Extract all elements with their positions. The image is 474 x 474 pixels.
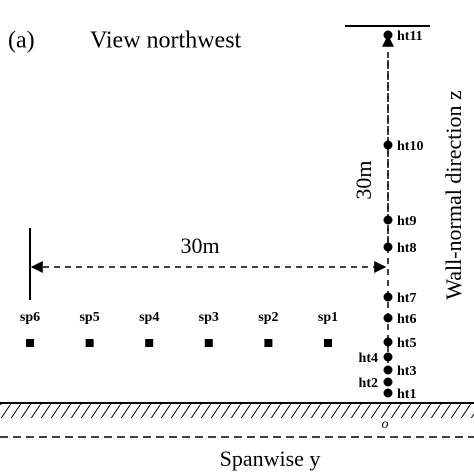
view-label: View northwest bbox=[90, 28, 242, 54]
height-label: ht9 bbox=[397, 214, 416, 229]
spanwise-point bbox=[85, 339, 94, 347]
height-point bbox=[383, 377, 393, 387]
height-label: ht4 bbox=[359, 351, 378, 366]
panel-label: (a) bbox=[8, 28, 35, 54]
height-point bbox=[383, 365, 393, 375]
points: ht1 ht2 ht3 ht4 ht5 ht6 ht7 ht8 ht9 ht10 ht11 sp1 sp… bbox=[20, 29, 424, 402]
height-point bbox=[383, 337, 393, 347]
horizontal-distance: 30m bbox=[180, 233, 219, 258]
height-point bbox=[383, 242, 393, 252]
height-label: ht5 bbox=[397, 336, 416, 351]
height-label: ht3 bbox=[397, 364, 416, 379]
spanwise-label: sp1 bbox=[318, 310, 338, 325]
height-label: ht10 bbox=[397, 139, 423, 154]
height-point bbox=[383, 313, 393, 323]
origin: o bbox=[382, 417, 389, 432]
z-axis-label: Wall-normal direction z bbox=[441, 90, 466, 300]
height-point bbox=[383, 140, 393, 150]
spanwise-label: sp2 bbox=[258, 310, 278, 325]
height-point bbox=[383, 215, 393, 225]
height-label: ht8 bbox=[397, 241, 416, 256]
height-point bbox=[383, 292, 393, 302]
height-label: ht11 bbox=[397, 29, 423, 44]
spanwise-point bbox=[324, 339, 332, 347]
height-label: ht7 bbox=[397, 291, 416, 306]
spanwise-point bbox=[264, 339, 273, 347]
spanwise-label: sp6 bbox=[20, 310, 40, 325]
spanwise-point bbox=[204, 339, 213, 347]
height-point bbox=[383, 352, 393, 362]
ground-hatch bbox=[0, 403, 474, 418]
origin-bg bbox=[374, 418, 396, 432]
height-label: ht6 bbox=[397, 312, 416, 327]
spanwise-label: sp5 bbox=[79, 310, 99, 325]
height-label: ht2 bbox=[359, 376, 378, 391]
vertical-distance: 30m bbox=[351, 160, 376, 199]
spanwise-label: sp3 bbox=[199, 310, 219, 325]
y-axis-label: Spanwise y bbox=[220, 446, 321, 471]
height-point bbox=[383, 30, 393, 40]
spanwise-label: sp4 bbox=[139, 310, 159, 325]
spanwise-point bbox=[145, 339, 154, 347]
height-label: ht1 bbox=[397, 387, 416, 402]
spanwise-point bbox=[26, 339, 34, 347]
height-point bbox=[383, 388, 393, 398]
